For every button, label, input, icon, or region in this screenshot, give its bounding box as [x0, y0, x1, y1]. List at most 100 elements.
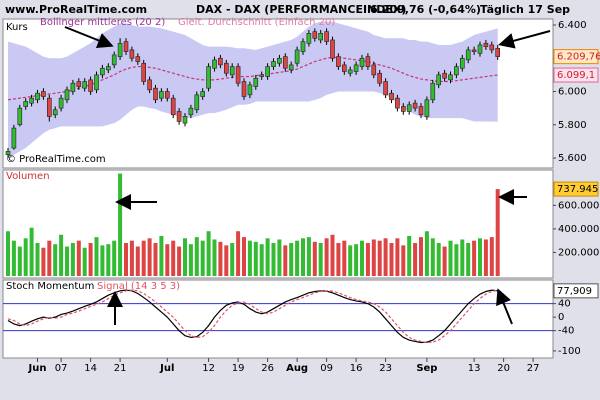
- candle-body: [135, 56, 141, 62]
- candle-body: [448, 74, 453, 81]
- candle-body: [288, 64, 294, 71]
- candle-body: [465, 49, 471, 61]
- volume-bar: [489, 237, 494, 276]
- candle-body: [365, 56, 371, 67]
- candle-body: [489, 44, 495, 51]
- volume-bar: [483, 239, 488, 276]
- y-tick-label: -100: [558, 346, 581, 357]
- volume-bar: [124, 243, 128, 276]
- candle-body: [412, 102, 418, 109]
- volume-bar: [177, 246, 182, 276]
- candle-body: [46, 97, 52, 117]
- quote: 6.209,76 (-0,64%): [370, 3, 481, 16]
- volume-bar: [454, 244, 459, 276]
- volume-bar: [29, 227, 34, 276]
- last-value-label: 6.099,1: [557, 70, 595, 81]
- volume-bar: [17, 246, 22, 276]
- candle-body: [76, 81, 82, 87]
- candle-body: [159, 91, 164, 99]
- volume-bar: [295, 240, 300, 276]
- candle-body: [235, 66, 241, 84]
- legend-entry: Stoch Momentum: [6, 281, 94, 292]
- volume-bar: [65, 246, 69, 276]
- y-tick-label: 5.600: [558, 153, 587, 164]
- volume-bar: [460, 239, 465, 276]
- candle-body: [82, 81, 87, 89]
- candle-body: [23, 101, 29, 107]
- volume-bar: [70, 243, 75, 276]
- candle-body: [424, 99, 430, 117]
- watermark: © ProRealTime.com: [6, 154, 106, 165]
- candle-body: [35, 92, 40, 101]
- last-value-box: [553, 49, 599, 65]
- candle-body: [106, 66, 111, 71]
- volume-bar: [419, 237, 423, 276]
- volume-bar: [306, 237, 311, 276]
- volume-bar: [436, 243, 441, 276]
- volume-bar: [389, 243, 394, 276]
- candle-body: [259, 74, 265, 77]
- volume-bar: [360, 240, 364, 276]
- volume-bar: [23, 238, 28, 276]
- candle-body: [64, 89, 70, 101]
- x-tick-label: Aug: [286, 363, 308, 374]
- candle-body: [300, 41, 306, 52]
- candle-body: [265, 66, 270, 77]
- volume-bar: [283, 245, 288, 276]
- volume-bar: [236, 231, 241, 276]
- y-tick-label: 600.000: [558, 200, 599, 211]
- volume-bar: [118, 173, 123, 276]
- candle-body: [483, 42, 489, 47]
- legend-entry: Gleit. Durchschnitt (Einfach 20): [178, 17, 335, 28]
- y-tick-label: 5.800: [558, 120, 587, 131]
- last-value-label: 737.945: [557, 184, 598, 195]
- volume-bar: [424, 231, 429, 276]
- volume-bar: [354, 244, 359, 276]
- candle-body: [371, 64, 377, 76]
- candle-body: [218, 57, 223, 66]
- volume-bar: [212, 239, 217, 276]
- candle-body: [176, 111, 182, 122]
- volume-bar: [183, 238, 187, 276]
- volume-bar: [147, 238, 152, 276]
- volume-bar: [277, 239, 282, 276]
- panel-title: Kurs: [6, 22, 28, 33]
- volume-bar: [47, 240, 52, 276]
- volume-bar: [94, 237, 99, 276]
- candle-body: [400, 106, 406, 112]
- legend-entry: Signal (14 3 5 3): [97, 281, 180, 292]
- volume-bar: [194, 237, 199, 276]
- volume-bar: [318, 243, 323, 276]
- candle-body: [430, 82, 436, 101]
- volume-bar: [342, 240, 347, 276]
- series-line: [7, 289, 498, 344]
- last-value-box: [553, 67, 599, 83]
- candle-body: [459, 57, 465, 69]
- volume-bar: [200, 240, 205, 276]
- candle-body: [188, 107, 194, 116]
- y-tick-label: 400.000: [558, 224, 599, 235]
- candle-body: [324, 31, 329, 42]
- volume-bar: [289, 243, 294, 276]
- candle-body: [436, 74, 442, 86]
- volume-bar: [53, 244, 58, 276]
- volume-bar: [106, 244, 111, 276]
- volume-bar: [478, 238, 482, 276]
- x-tick-label: 09: [320, 363, 333, 374]
- candle-body: [341, 64, 347, 72]
- candle-body: [389, 92, 394, 101]
- y-tick-label: 0: [558, 312, 564, 323]
- candle-body: [200, 91, 205, 97]
- volume-bar: [265, 238, 270, 276]
- candle-body: [294, 49, 300, 64]
- y-tick-label: -40: [558, 326, 574, 337]
- candle-body: [330, 39, 335, 59]
- candle-body: [353, 64, 359, 72]
- candle-body: [70, 82, 76, 92]
- series-line: [7, 289, 498, 344]
- candle-body: [111, 54, 117, 66]
- candle-body: [212, 59, 217, 69]
- volume-bar: [259, 244, 264, 276]
- last-value-label: 6.209,76: [557, 52, 600, 63]
- candle-body: [406, 104, 412, 112]
